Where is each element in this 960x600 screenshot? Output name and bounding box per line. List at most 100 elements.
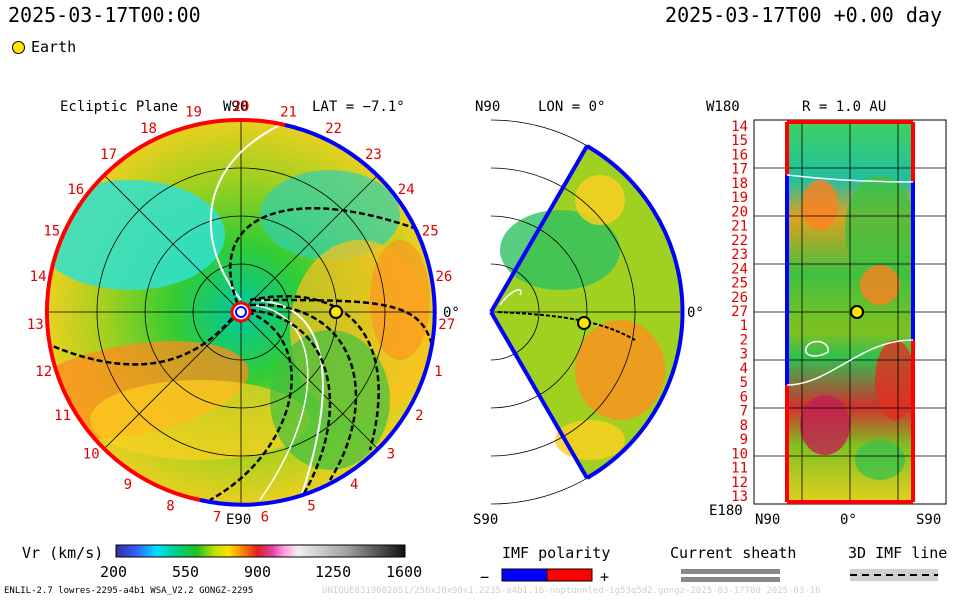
colorbar-tick-900: 900 [244, 563, 271, 581]
carrington-tick-6: 6 [261, 510, 269, 526]
carrington-tick-3: 3 [387, 446, 395, 462]
radial-y-tick-17: 17 [731, 162, 748, 178]
radial-y-tick-8: 8 [740, 418, 748, 434]
ecliptic-field-lines [49, 124, 433, 502]
radial-bottom-0: 0° [840, 512, 857, 528]
meridional-lon-label: LON = 0° [538, 99, 605, 115]
current-sheath-swatch-bottom [681, 577, 780, 582]
radial-y-tick-9: 9 [740, 432, 748, 448]
radial-y-tick-13: 13 [731, 489, 748, 505]
imf-polarity-label: IMF polarity [502, 544, 610, 562]
current-sheath-label: Current sheath [670, 544, 796, 562]
radial-y-tick-22: 22 [731, 233, 748, 249]
radial-y-tick-16: 16 [731, 148, 748, 164]
carrington-tick-25: 25 [422, 223, 439, 239]
current-sheath-legend: Current sheath [670, 544, 796, 582]
meridional-panel: N90 LON = 0° S90 0° [473, 99, 704, 528]
carrington-tick-14: 14 [30, 269, 47, 285]
carrington-tick-19: 19 [185, 105, 202, 121]
imf-line-swatch [850, 569, 938, 581]
header-left-time: 2025-03-17T00:00 [8, 3, 201, 27]
radial-y-tick-23: 23 [731, 247, 748, 263]
carrington-tick-9: 9 [124, 477, 132, 493]
imf-polarity-minus: − [480, 568, 489, 586]
colorbar: Vr (km/s) 200 550 900 1250 1600 [22, 544, 422, 581]
radial-bottom-n90: N90 [755, 512, 780, 528]
ecliptic-panel: Ecliptic Plane W90 LAT = −7.1° E90 0° 20… [27, 99, 460, 528]
meridional-right-label: 0° [687, 305, 704, 321]
radial-y-tick-15: 15 [731, 133, 748, 149]
colorbar-tick-1600: 1600 [386, 563, 422, 581]
carrington-tick-15: 15 [43, 223, 60, 239]
carrington-tick-26: 26 [435, 269, 452, 285]
radial-y-tick-24: 24 [731, 261, 748, 277]
carrington-tick-4: 4 [350, 477, 358, 493]
meridional-bottom-label: S90 [473, 512, 498, 528]
carrington-tick-7: 7 [213, 510, 221, 526]
earth-marker-icon [12, 40, 25, 54]
imf-line-legend: 3D IMF line [848, 544, 947, 581]
radial-y-tick-26: 26 [731, 290, 748, 306]
ecliptic-carrington-ticks: 20 21222324252627123456789101112131415161… [27, 99, 455, 526]
ecliptic-boundary-negative [199, 123, 437, 507]
carrington-tick-17: 17 [100, 147, 117, 163]
ecliptic-lat-label: LAT = −7.1° [312, 99, 405, 115]
ecliptic-right-label: 0° [443, 305, 460, 321]
colorbar-tick-200: 200 [100, 563, 127, 581]
earth-legend-label: Earth [31, 38, 77, 56]
carrington-tick-13: 13 [27, 317, 44, 333]
imf-polarity-plus: + [600, 568, 609, 586]
radial-y-tick-4: 4 [740, 361, 748, 377]
radial-y-tick-27: 27 [731, 304, 748, 320]
carrington-tick-20: 20 [233, 99, 250, 115]
imf-polarity-legend: IMF polarity − + [480, 544, 610, 586]
current-sheath-swatch-top [681, 569, 780, 574]
ecliptic-bottom-label: E90 [226, 512, 251, 528]
carrington-tick-24: 24 [398, 182, 415, 198]
earth-legend: Earth [12, 38, 76, 56]
colorbar-tick-550: 550 [172, 563, 199, 581]
radial-y-tick-3: 3 [740, 347, 748, 363]
radial-y-tick-5: 5 [740, 375, 748, 391]
imf-polarity-negative-swatch [501, 568, 548, 582]
imf-line-label: 3D IMF line [848, 544, 947, 562]
radial-y-tick-7: 7 [740, 404, 748, 420]
carrington-tick-11: 11 [54, 408, 71, 424]
colorbar-label: Vr (km/s) [22, 544, 103, 562]
radial-y-ticks: 1415161718192021222324252627123456789101… [731, 119, 748, 505]
carrington-tick-27: 27 [438, 317, 455, 333]
sun-marker-icon [230, 301, 252, 323]
colorbar-gradient [115, 544, 406, 558]
carrington-tick-23: 23 [365, 147, 382, 163]
radial-y-tick-2: 2 [740, 333, 748, 349]
radial-y-tick-14: 14 [731, 119, 748, 135]
carrington-tick-8: 8 [166, 499, 174, 515]
earth-ecliptic-marker [329, 305, 343, 319]
meridional-top-label: N90 [475, 99, 500, 115]
carrington-tick-5: 5 [307, 499, 315, 515]
radial-bottom-s90: S90 [916, 512, 941, 528]
imf-polarity-positive-swatch [546, 568, 593, 582]
radial-y-tick-19: 19 [731, 190, 748, 206]
radial-y-tick-20: 20 [731, 204, 748, 220]
radial-y-tick-11: 11 [731, 461, 748, 477]
radial-title: R = 1.0 AU [802, 99, 886, 115]
carrington-tick-16: 16 [67, 182, 84, 198]
ecliptic-title: Ecliptic Plane [60, 99, 178, 115]
carrington-tick-1: 1 [434, 364, 442, 380]
carrington-tick-18: 18 [140, 121, 157, 137]
radial-top-left-label: W180 [706, 99, 740, 115]
carrington-tick-12: 12 [35, 364, 52, 380]
radial-y-tick-12: 12 [731, 475, 748, 491]
radial-y-tick-21: 21 [731, 219, 748, 235]
radial-y-tick-18: 18 [731, 176, 748, 192]
earth-meridional-marker [577, 316, 591, 330]
carrington-tick-10: 10 [83, 446, 100, 462]
radial-bottom-left-label: E180 [709, 503, 743, 519]
header-right-time: 2025-03-17T00 +0.00 day [665, 3, 942, 27]
footer-right: UNIQUE0319002651/256x30x90x1.2235-a4b1.1… [322, 586, 821, 596]
earth-radial-marker [850, 305, 864, 319]
radial-y-tick-6: 6 [740, 389, 748, 405]
radial-y-tick-1: 1 [740, 318, 748, 334]
